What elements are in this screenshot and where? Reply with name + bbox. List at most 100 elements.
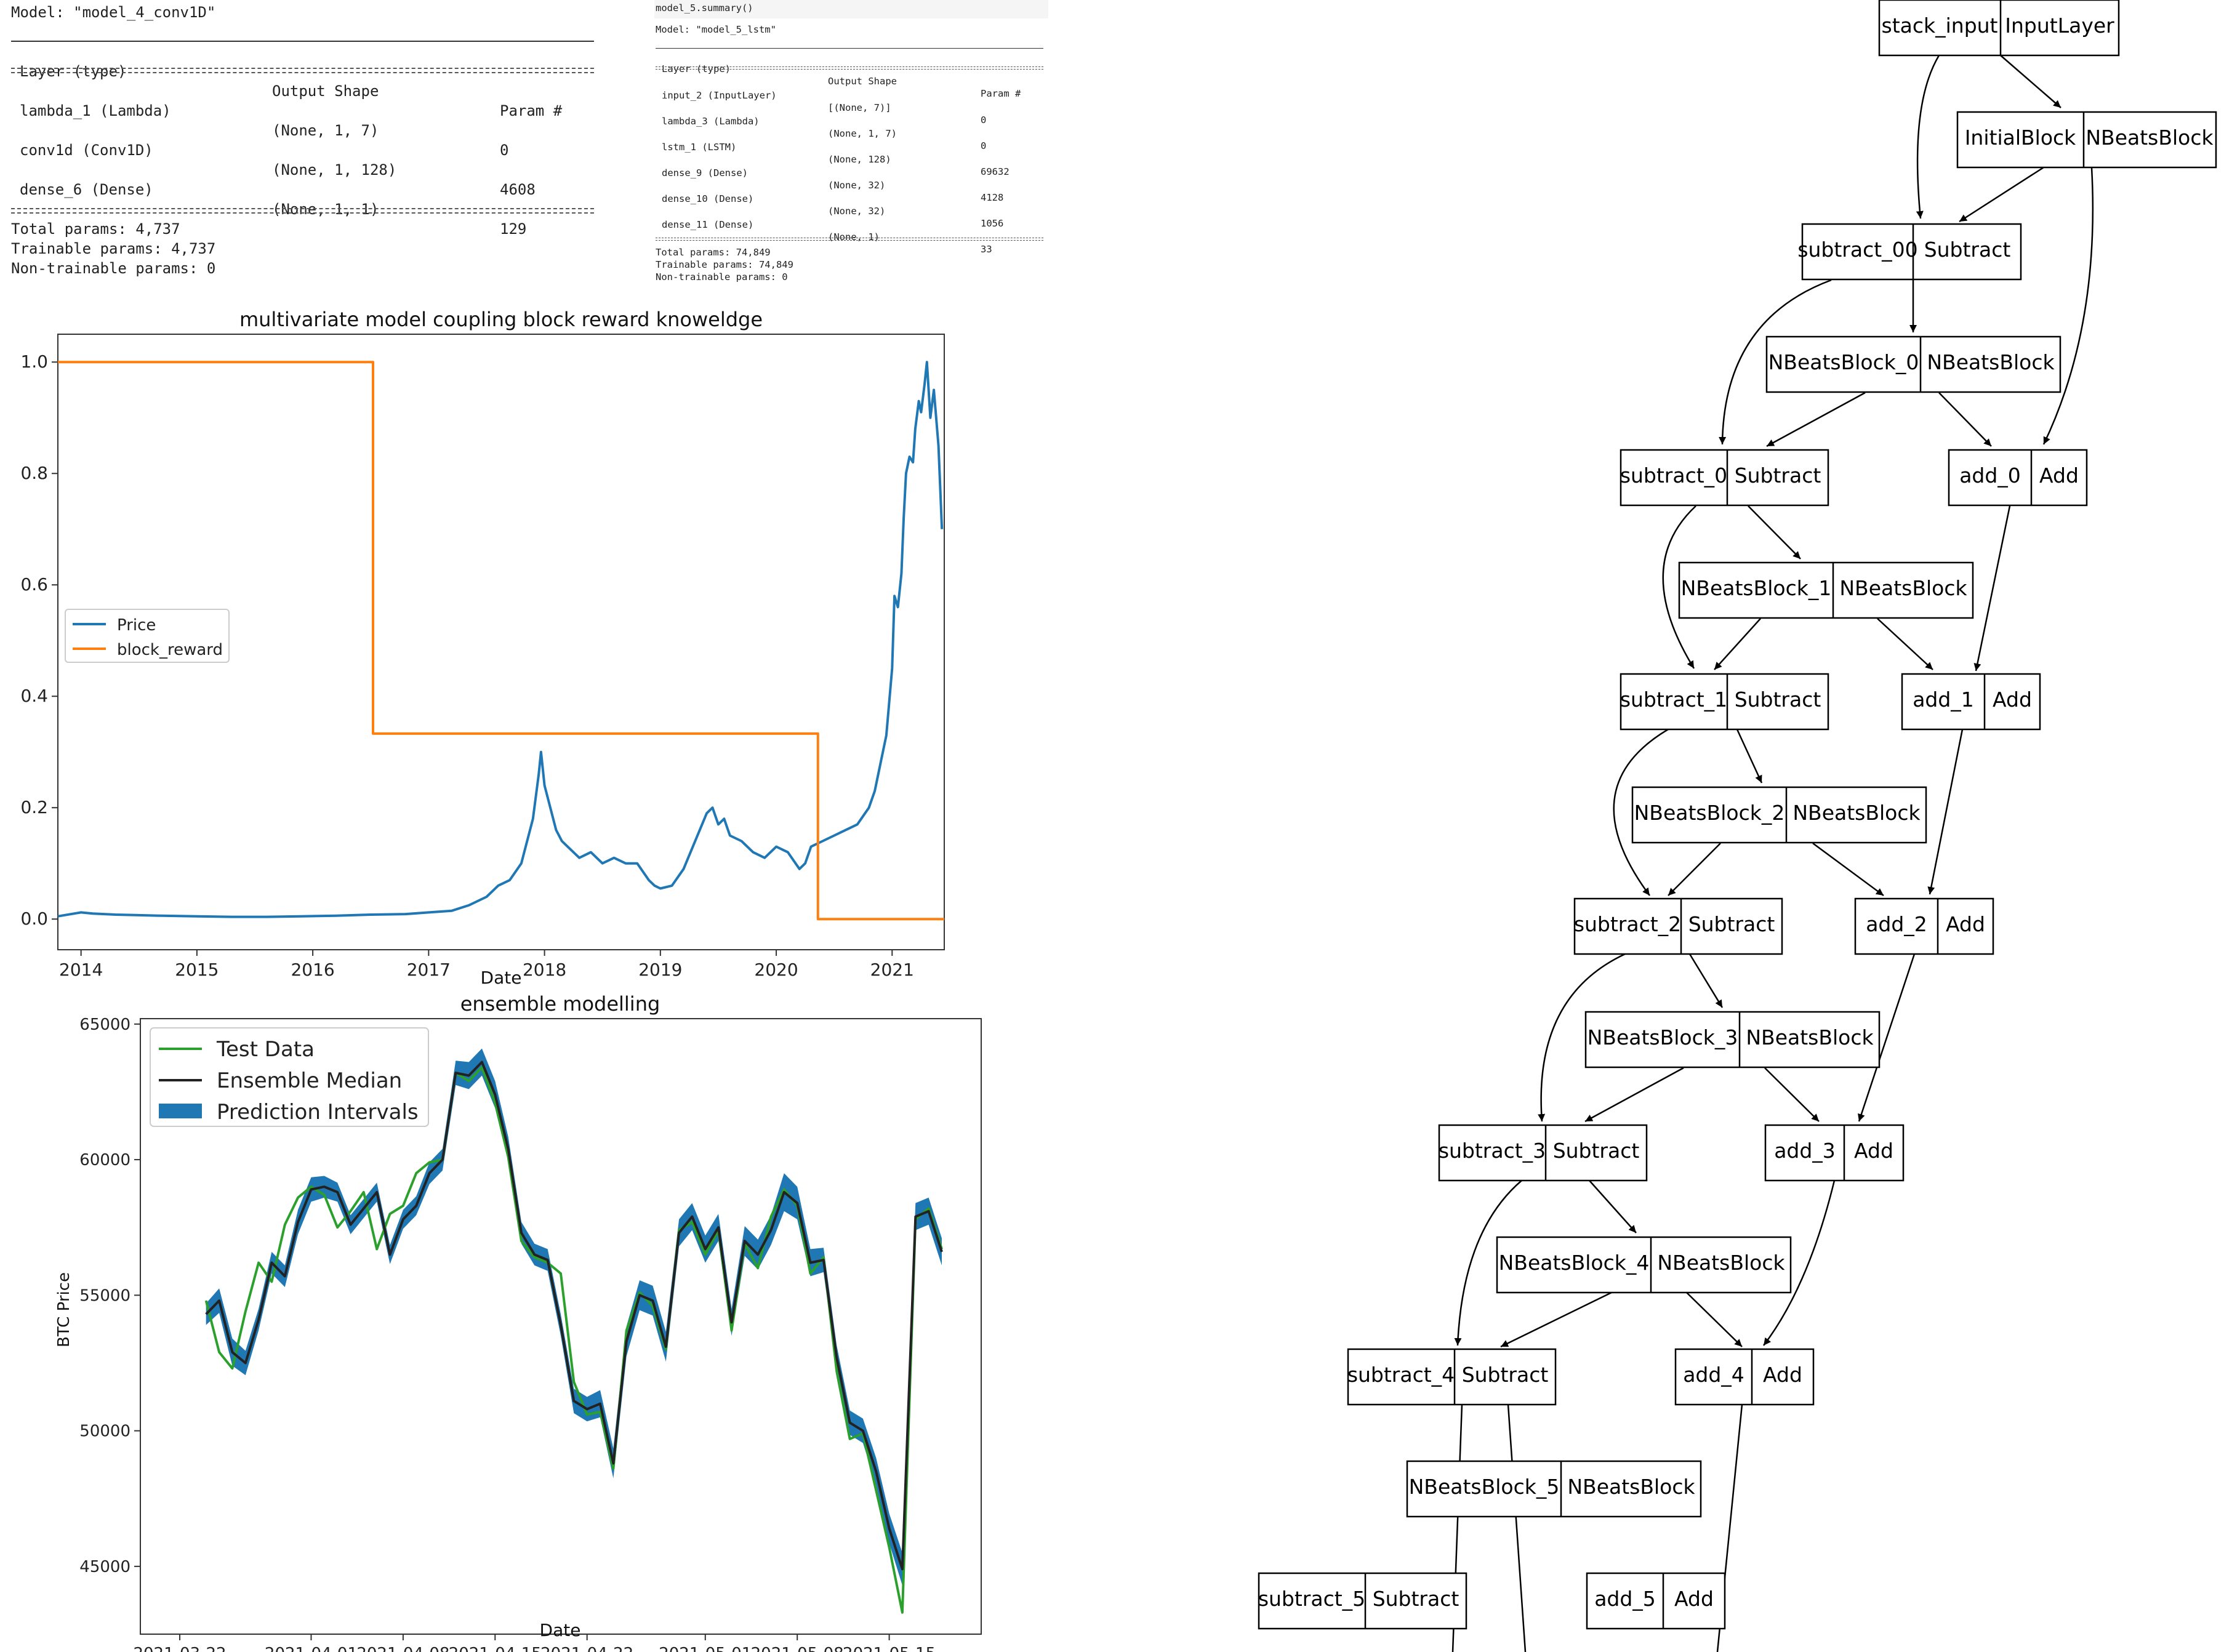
summary-row: conv1d (Conv1D) (None, 1, 128) 4608 (11, 121, 596, 198)
edge (1764, 1067, 1820, 1122)
node-type: Subtract (1924, 238, 2011, 262)
layer-params: 129 (500, 220, 527, 238)
summary-row: dense_9 (Dense) (None, 32) 4128 (654, 154, 1048, 203)
layer-name: dense_6 (Dense) (20, 181, 153, 198)
edge (2042, 167, 2094, 445)
series-group (204, 1048, 943, 1614)
summary-double-rule (656, 66, 1043, 70)
summary-row: dense_10 (Dense) (None, 32) 1056 (654, 180, 1048, 229)
node-type: Subtract (1462, 1363, 1549, 1387)
node-name: NBeatsBlock_2 (1634, 801, 1785, 825)
x-tick-label: 2016 (291, 960, 334, 980)
legend-block-reward-label: block_reward (117, 641, 223, 659)
node-name: add_1 (1913, 688, 1974, 712)
node-nbeatsblock-3: NBeatsBlock_3 NBeatsBlock (1584, 1011, 1881, 1069)
node-box (1406, 1460, 1702, 1518)
node-type: Add (2039, 463, 2079, 487)
node-name: add_4 (1683, 1363, 1744, 1387)
model-summary-lstm: model_5.summary() Model: "model_5_lstm" … (654, 0, 1048, 283)
x-tick-label: 2021-03-22 (133, 1645, 226, 1652)
node-nbeatsblock-5: NBeatsBlock_5 NBeatsBlock (1406, 1460, 1702, 1518)
edge (1538, 953, 1626, 1122)
layer-shape: (None, 32) (828, 206, 886, 217)
node-type: InputLayer (2005, 14, 2114, 38)
layer-params: 4128 (981, 192, 1004, 203)
edge (1916, 55, 1940, 219)
node-box (1878, 0, 2120, 57)
layer-shape: (None, 1, 7) (828, 128, 897, 139)
node-nbeatsblock-4: NBeatsBlock_4 NBeatsBlock (1496, 1236, 1792, 1294)
layer-name: lambda_1 (Lambda) (20, 102, 171, 119)
x-axis-label: Date (540, 1620, 581, 1640)
y-tick-label: 55000 (79, 1286, 130, 1305)
edge (1662, 505, 1696, 669)
node-box (1764, 1124, 1905, 1182)
layer-params: 69632 (981, 166, 1010, 177)
node-name: NBeatsBlock_5 (1409, 1475, 1560, 1499)
non-trainable-params: Non-trainable params: 0 (11, 260, 216, 277)
node-type: Subtract (1735, 688, 1821, 712)
edge (1812, 842, 1884, 897)
node-name: subtract_0 (1620, 463, 1727, 487)
node-type: Add (1993, 688, 2032, 712)
node-name: subtract_3 (1439, 1139, 1546, 1163)
node-type: Add (1854, 1139, 1893, 1163)
node-box (1258, 1572, 1467, 1630)
node-subtract-00: subtract_00 Subtract (1797, 223, 2022, 281)
edge (1686, 1292, 1743, 1347)
summary-row: lstm_1 (LSTM) (None, 128) 69632 (654, 129, 1048, 177)
x-tick-label: 2019 (638, 960, 682, 980)
code-cell-background (654, 0, 1048, 18)
graph-edges (1451, 55, 2094, 1652)
x-tick-label: 2021-04-15 (449, 1645, 542, 1652)
edge (2000, 55, 2061, 108)
node-name: NBeatsBlock_1 (1681, 576, 1832, 600)
x-tick-label: 2021-04-01 (265, 1645, 358, 1652)
layer-shape: (None, 1, 128) (272, 161, 397, 178)
layer-name: lambda_3 (Lambda) (662, 116, 760, 127)
ensemble-chart: ensemble modelling 2021-03-222021-04-012… (55, 992, 982, 1652)
node-box (1854, 897, 1994, 955)
node-name: add_5 (1594, 1587, 1656, 1611)
layer-params: 0 (981, 140, 987, 151)
edge (1714, 618, 1761, 670)
x-tick-label: 2021-04-22 (540, 1645, 633, 1652)
node-nbeatsblock-2: NBeatsBlock_2 NBeatsBlock (1631, 786, 1927, 844)
node-type: NBeatsBlock (1567, 1475, 1695, 1499)
layer-name: conv1d (Conv1D) (20, 142, 153, 159)
legend-test-label: Test Data (216, 1037, 315, 1062)
edge (1877, 618, 1933, 670)
price-line (57, 361, 944, 918)
series-group (57, 361, 944, 921)
axis-ticks: 2014 2015 2016 2017 2018 2019 2020 2021 0.0 0.2 0.… (20, 351, 913, 980)
layer-name: dense_10 (Dense) (662, 193, 754, 204)
trainable-params: Trainable params: 74,849 (656, 259, 793, 270)
node-box (1438, 1124, 1648, 1182)
node-subtract-3: subtract_3 Subtract (1438, 1124, 1648, 1182)
model-summary-conv1d: Model: "model_4_conv1D" Layer (type) Out… (11, 0, 596, 277)
node-type: NBeatsBlock (1792, 801, 1921, 825)
node-type: Add (1763, 1363, 1802, 1387)
node-add-1: add_1 Add (1901, 673, 2041, 731)
node-name: add_0 (1959, 463, 2021, 487)
y-tick-label: 50000 (79, 1422, 130, 1441)
edge (1668, 843, 1721, 896)
layer-params: 0 (500, 142, 509, 159)
node-subtract-2: subtract_2 Subtract (1573, 897, 1783, 955)
x-tick-label: 2021-05-01 (659, 1645, 752, 1652)
edge (1500, 1291, 1612, 1348)
edge (1584, 1067, 1684, 1123)
legend-interval-swatch (159, 1104, 202, 1118)
header-layer: Layer (type) (20, 63, 127, 80)
x-tick-label: 2021-05-08 (751, 1645, 844, 1652)
summary-row: input_2 (InputLayer) [(None, 7)] 0 (654, 77, 1048, 126)
edge (1938, 392, 1992, 447)
legend: Price block_reward (65, 609, 230, 663)
summary-rule (656, 48, 1043, 49)
node-box (1496, 1236, 1792, 1294)
node-name: add_3 (1774, 1139, 1836, 1163)
node-box (1678, 561, 1974, 619)
node-box (1573, 897, 1783, 955)
layer-shape: (None, 1) (828, 231, 880, 243)
node-box (1901, 673, 2041, 731)
